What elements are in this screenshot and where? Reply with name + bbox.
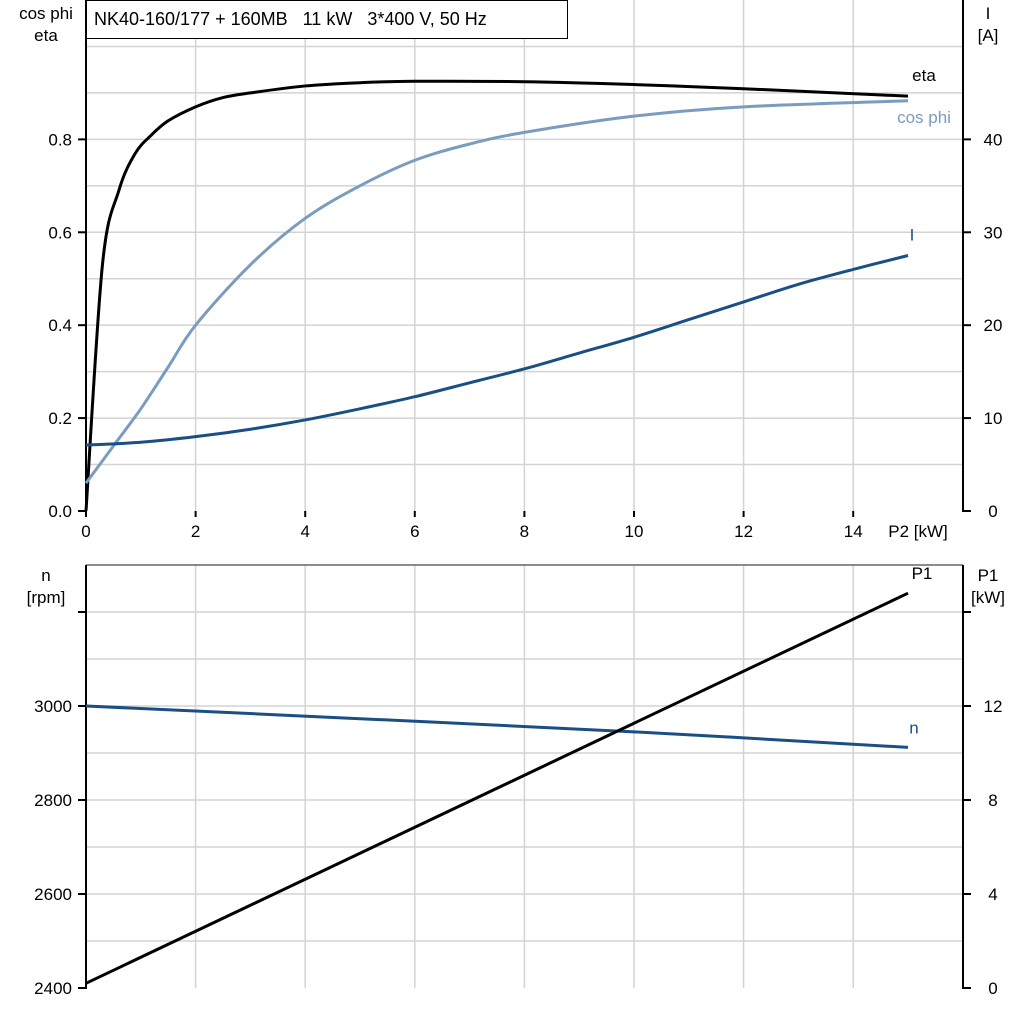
x-axis-title: P2 [kW] (888, 522, 948, 541)
right-axis-title: [A] (978, 26, 999, 45)
x-tick-label: 2 (191, 522, 200, 541)
right-tick-label: 4 (988, 885, 997, 904)
right-tick-label: 12 (984, 697, 1003, 716)
right-axis-title: [kW] (971, 588, 1005, 607)
right-axis-title: I (986, 4, 991, 23)
right-tick-label: 0 (988, 979, 997, 998)
left-tick-label: 2600 (34, 885, 72, 904)
x-tick-label: 10 (625, 522, 644, 541)
left-tick-label: 0.4 (48, 316, 72, 335)
left-tick-label: 3000 (34, 697, 72, 716)
right-tick-label: 30 (984, 223, 1003, 242)
title-box (86, 0, 568, 39)
left-tick-label: 0.0 (48, 502, 72, 521)
right-tick-label: 10 (984, 409, 1003, 428)
right-tick-label: 0 (988, 502, 997, 521)
left-axis-title: cos phi (19, 4, 73, 23)
right-axis-title: P1 (978, 566, 999, 585)
right-tick-label: 8 (988, 791, 997, 810)
series-label-eta: eta (912, 66, 936, 85)
chart-title: NK40-160/177 + 160MB 11 kW 3*400 V, 50 H… (94, 9, 487, 29)
right-tick-label: 40 (984, 130, 1003, 149)
series-n-line (85, 704, 909, 749)
x-tick-label: 8 (520, 522, 529, 541)
series-label-I: I (910, 226, 915, 245)
x-tick-label: 6 (410, 522, 419, 541)
x-tick-label: 0 (81, 522, 90, 541)
left-tick-label: 2800 (34, 791, 72, 810)
left-axis-title: eta (34, 26, 58, 45)
x-tick-label: 12 (734, 522, 753, 541)
left-tick-label: 0.2 (48, 409, 72, 428)
series-P1-line (85, 591, 909, 985)
series-cos-phi-line (84, 99, 909, 485)
left-tick-label: 0.8 (48, 130, 72, 149)
series-label-n: n (909, 718, 918, 737)
left-axis-title: n (41, 566, 50, 585)
series-I-line (85, 254, 909, 447)
left-tick-label: 0.6 (48, 223, 72, 242)
x-tick-label: 14 (844, 522, 863, 541)
x-tick-label: 4 (300, 522, 309, 541)
series-eta-line (84, 79, 909, 512)
right-tick-label: 20 (984, 316, 1003, 335)
series-label-P1: P1 (912, 564, 933, 583)
series-label-cos-phi: cos phi (897, 108, 951, 127)
left-tick-label: 2400 (34, 979, 72, 998)
left-axis-title: [rpm] (27, 588, 66, 607)
